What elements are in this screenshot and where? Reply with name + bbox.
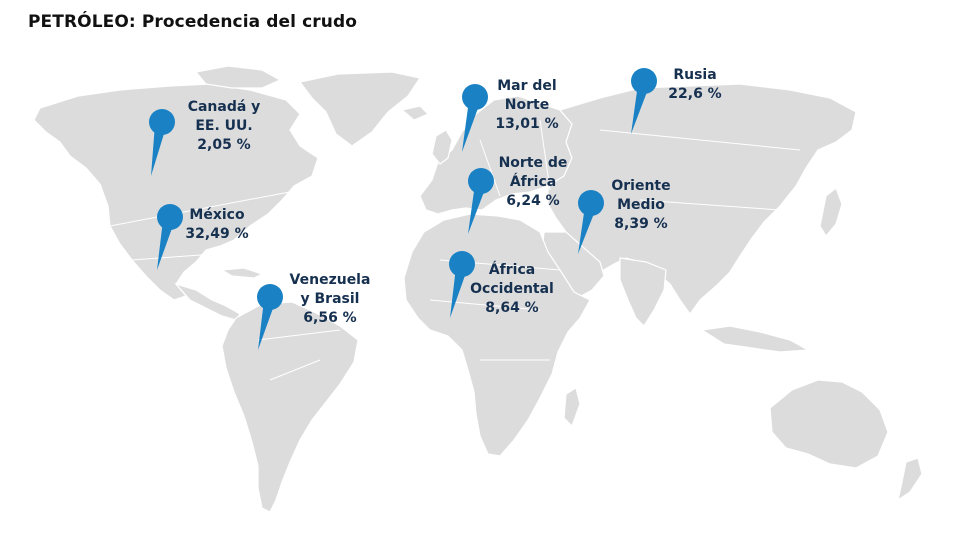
new-zealand-shape [897,457,923,502]
pin-africa-occidental[interactable] [449,251,475,318]
map-title: PETRÓLEO: Procedencia del crudo [28,12,358,32]
north-america-shape [33,83,319,301]
iceland-shape [400,105,430,121]
pin-oriente-medio[interactable] [578,190,604,254]
label-oriente-medio: Oriente Medio 8,39 % [611,178,671,232]
label-venezuela-brasil: Venezuela y Brasil 6,56 % [289,272,371,326]
label-mexico: México 32,49 % [185,207,249,242]
pin-venezuela-brasil[interactable] [257,284,283,350]
madagascar-shape [563,387,581,428]
africa-shape [403,213,591,457]
label-canada-eeuu: Canadá y EE. UU. 2,05 % [187,99,261,153]
pin-norte-africa[interactable] [468,168,494,234]
caribbean-shape [220,267,264,279]
pin-canada-eeuu[interactable] [149,109,175,176]
japan-shape [819,187,843,238]
pin-mexico[interactable] [157,204,183,270]
south-america-shape [221,301,359,513]
label-norte-africa: Norte de África 6,24 % [498,155,568,209]
pin-mar-del-norte[interactable] [462,84,488,152]
greenland-shape [298,71,421,147]
indonesia-shape [700,325,811,353]
india-shape [619,257,667,327]
asia-shape [547,83,857,316]
pin-rusia[interactable] [631,68,657,134]
central-america-shape [174,282,241,321]
label-rusia: Rusia 22,6 % [668,67,722,102]
label-africa-occidental: África Occidental 8,64 % [470,262,554,316]
label-mar-del-norte: Mar del Norte 13,01 % [495,78,559,132]
arctic-islands-shape [194,65,282,89]
australia-shape [769,379,889,469]
land-masses [33,65,923,513]
british-isles-shape [431,129,453,165]
